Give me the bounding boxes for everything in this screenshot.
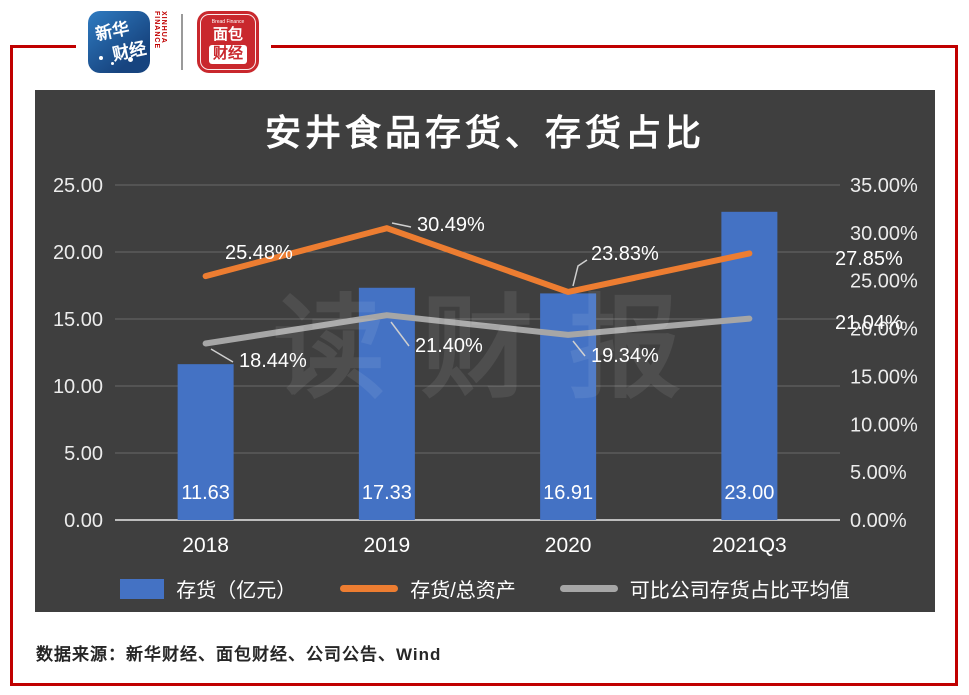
- left-axis-tick: 25.00: [53, 175, 103, 197]
- left-axis-tick: 15.00: [53, 309, 103, 331]
- bread-finance-logo: Bread Finance 面包 财经: [197, 11, 259, 73]
- right-axis-tick: 25.00%: [850, 271, 918, 293]
- chart-panel: 安井食品存货、存货占比 0.00 5.00 10.00 15.00 20.00 25.00…: [35, 90, 935, 612]
- label-leader: [390, 321, 410, 347]
- line-series-1: [202, 312, 753, 347]
- left-axis-tick: 0.00: [64, 510, 103, 532]
- right-axis-tick: 10.00%: [850, 414, 918, 436]
- right-axis-tick: 5.00%: [850, 462, 907, 484]
- label-leader: [391, 222, 412, 228]
- xinhua-logo-english: XINHUA FINANCE: [153, 11, 167, 50]
- label-leader: [210, 348, 234, 363]
- chart-title: 安井食品存货、存货占比: [264, 112, 705, 153]
- left-axis-tick: 5.00: [64, 443, 103, 465]
- x-axis-label: 2021Q3: [712, 534, 787, 557]
- line-series-0: [202, 225, 753, 295]
- label-leader: [572, 340, 586, 357]
- data-source: 数据来源：新华财经、面包财经、公司公告、Wind: [36, 645, 442, 664]
- logo-divider: [181, 14, 183, 70]
- line-value-label: 18.44%: [239, 350, 307, 372]
- line-value-label: 27.85%: [835, 248, 903, 270]
- right-axis-tick: 15.00%: [850, 366, 918, 388]
- chart-plot: 0.00 5.00 10.00 15.00 20.00 25.00 0.00% 5.00% 10…: [53, 175, 918, 557]
- xinhua-logo-box: 新华 财经: [88, 11, 150, 73]
- logo-strip: 新华 财经 XINHUA FINANCE Bread Finance 面包 财经: [76, 6, 271, 78]
- right-axis-tick: 35.00%: [850, 175, 918, 197]
- legend-swatch: [120, 578, 165, 599]
- bread-logo-text: 财经: [208, 45, 247, 65]
- left-axis-tick: 20.00: [53, 242, 103, 264]
- bar-2021Q3: [721, 211, 778, 521]
- line-value-label: 30.49%: [417, 214, 485, 236]
- bread-logo-text: 面包: [212, 25, 243, 43]
- legend-item: 存货（亿元）: [120, 574, 296, 603]
- legend-label: 存货（亿元）: [176, 580, 297, 602]
- label-leader: [572, 259, 588, 287]
- legend-item: 存货/总资产: [340, 574, 516, 603]
- red-frame: [10, 45, 958, 686]
- legend-item: 可比公司存货占比平均值: [559, 574, 850, 603]
- right-axis-tick: 0.00%: [850, 510, 907, 532]
- legend-label: 可比公司存货占比平均值: [629, 580, 850, 602]
- legend-swatch: [559, 585, 618, 592]
- line-value-label: 19.34%: [591, 345, 659, 367]
- bar-value-label: 16.91: [543, 482, 593, 504]
- line-value-label: 23.83%: [591, 243, 659, 265]
- x-axis-label: 2019: [364, 534, 411, 557]
- bar-value-label: 17.33: [362, 482, 412, 504]
- logo-dot: [128, 57, 133, 62]
- x-axis-label: 2020: [545, 534, 592, 557]
- chart-legend: 存货（亿元） 存货/总资产 可比公司存货占比平均值: [35, 574, 935, 603]
- xinhua-finance-logo: 新华 财经 XINHUA FINANCE: [88, 11, 167, 73]
- right-axis-tick: 30.00%: [850, 223, 918, 245]
- legend-label: 存货/总资产: [410, 580, 516, 602]
- bread-logo-english: Bread Finance: [211, 18, 245, 25]
- legend-swatch: [340, 585, 399, 592]
- left-axis-tick: 10.00: [53, 376, 103, 398]
- line-value-label: 25.48%: [225, 242, 293, 264]
- bar-2018: [177, 364, 234, 520]
- bar-value-label: 11.63: [181, 482, 230, 504]
- right-axis-tick: 20.00%: [850, 319, 918, 341]
- x-axis-label: 2018: [182, 534, 229, 557]
- logo-dot: [99, 56, 103, 60]
- logo-dot: [111, 62, 114, 65]
- line-value-label: 21.40%: [415, 335, 483, 357]
- bar-2019: [358, 287, 415, 520]
- line-value-label: 21.04%: [835, 312, 903, 334]
- bar-value-label: 23.00: [724, 482, 774, 504]
- logo-dot: [139, 48, 142, 51]
